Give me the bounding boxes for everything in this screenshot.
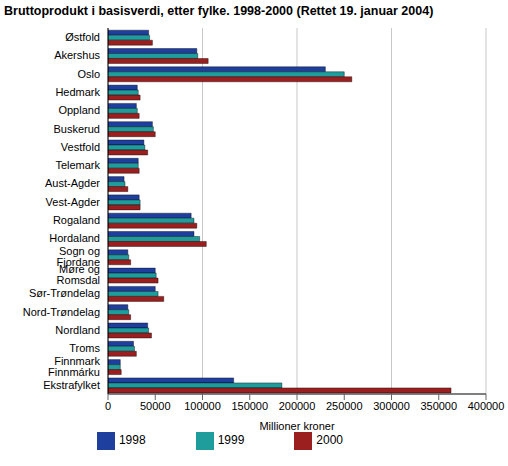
svg-text:Telemark: Telemark <box>55 159 100 171</box>
svg-text:Nordland: Nordland <box>55 324 100 336</box>
svg-text:400000: 400000 <box>468 400 500 412</box>
svg-text:Buskerud: Buskerud <box>54 123 100 135</box>
svg-text:Millioner kroner: Millioner kroner <box>259 420 335 432</box>
svg-text:Vest-Agder: Vest-Agder <box>46 196 101 208</box>
svg-text:Aust-Agder: Aust-Agder <box>45 177 100 189</box>
svg-text:Akershus: Akershus <box>54 49 100 61</box>
svg-text:Oslo: Oslo <box>77 68 100 80</box>
svg-text:Nord-Trøndelag: Nord-Trøndelag <box>23 306 100 318</box>
svg-text:50000: 50000 <box>140 400 171 412</box>
svg-text:Vestfold: Vestfold <box>61 141 100 153</box>
svg-text:Sør-Trøndelag: Sør-Trøndelag <box>29 287 100 299</box>
svg-text:200000: 200000 <box>279 400 316 412</box>
svg-text:Oppland: Oppland <box>58 104 100 116</box>
svg-text:250000: 250000 <box>326 400 363 412</box>
svg-text:Troms: Troms <box>69 342 100 354</box>
svg-text:Rogaland: Rogaland <box>53 214 100 226</box>
svg-text:Hordaland: Hordaland <box>49 232 100 244</box>
svg-text:Hedmark: Hedmark <box>55 86 100 98</box>
svg-text:150000: 150000 <box>231 400 268 412</box>
svg-text:Østfold: Østfold <box>65 31 100 43</box>
svg-text:Ekstrafylket: Ekstrafylket <box>43 379 100 391</box>
svg-text:Møre ogRomsdal: Møre ogRomsdal <box>57 263 100 286</box>
svg-text:350000: 350000 <box>420 400 457 412</box>
svg-text:100000: 100000 <box>184 400 221 412</box>
svg-text:300000: 300000 <box>373 400 410 412</box>
svg-text:0: 0 <box>105 400 111 412</box>
svg-text:FinnmarkFinnmárku: FinnmarkFinnmárku <box>48 355 100 378</box>
